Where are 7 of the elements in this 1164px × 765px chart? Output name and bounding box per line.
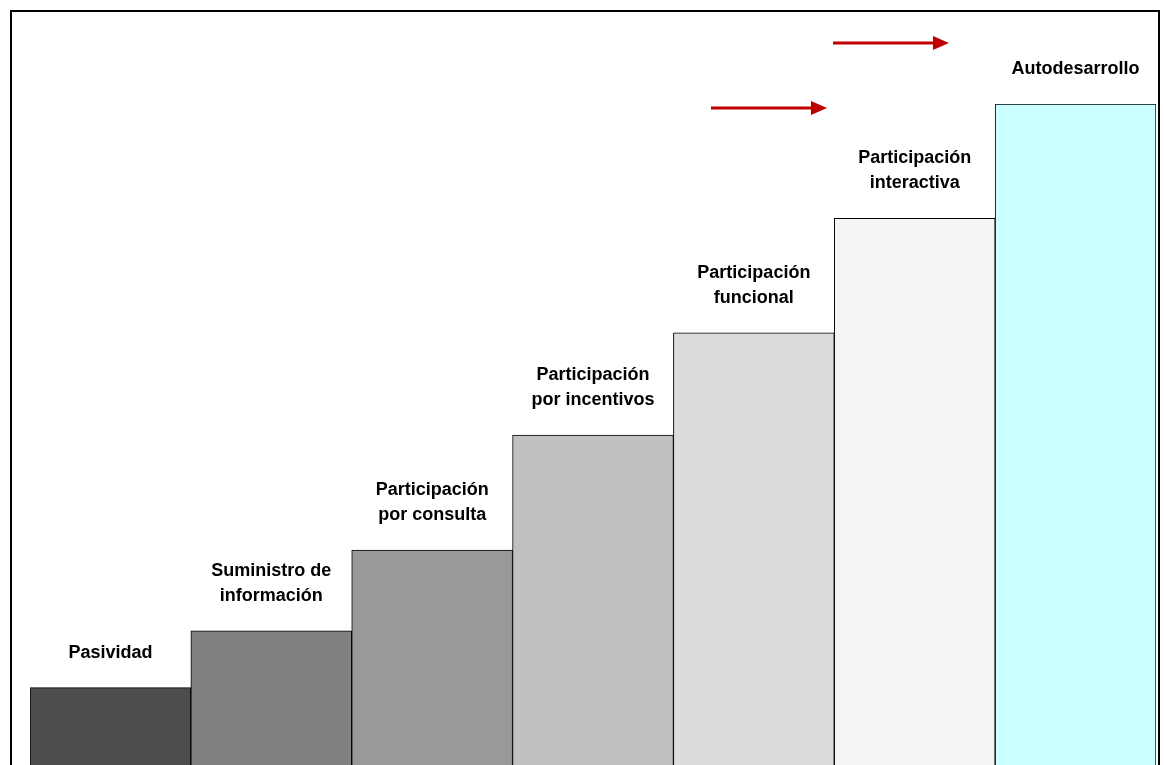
x-tick-label: Participación por consulta: [375, 479, 489, 525]
x-tick-label: Participación interactiva: [858, 147, 972, 193]
x-tick-label: Participación funcional: [697, 261, 811, 307]
x-tick-label: Suministro de información: [211, 559, 332, 605]
x-tick-label: Autodesarrollo: [1011, 58, 1140, 78]
x-tick-label: Pasividad: [68, 641, 153, 662]
x-tick-label: Participación por incentivos: [531, 364, 655, 410]
